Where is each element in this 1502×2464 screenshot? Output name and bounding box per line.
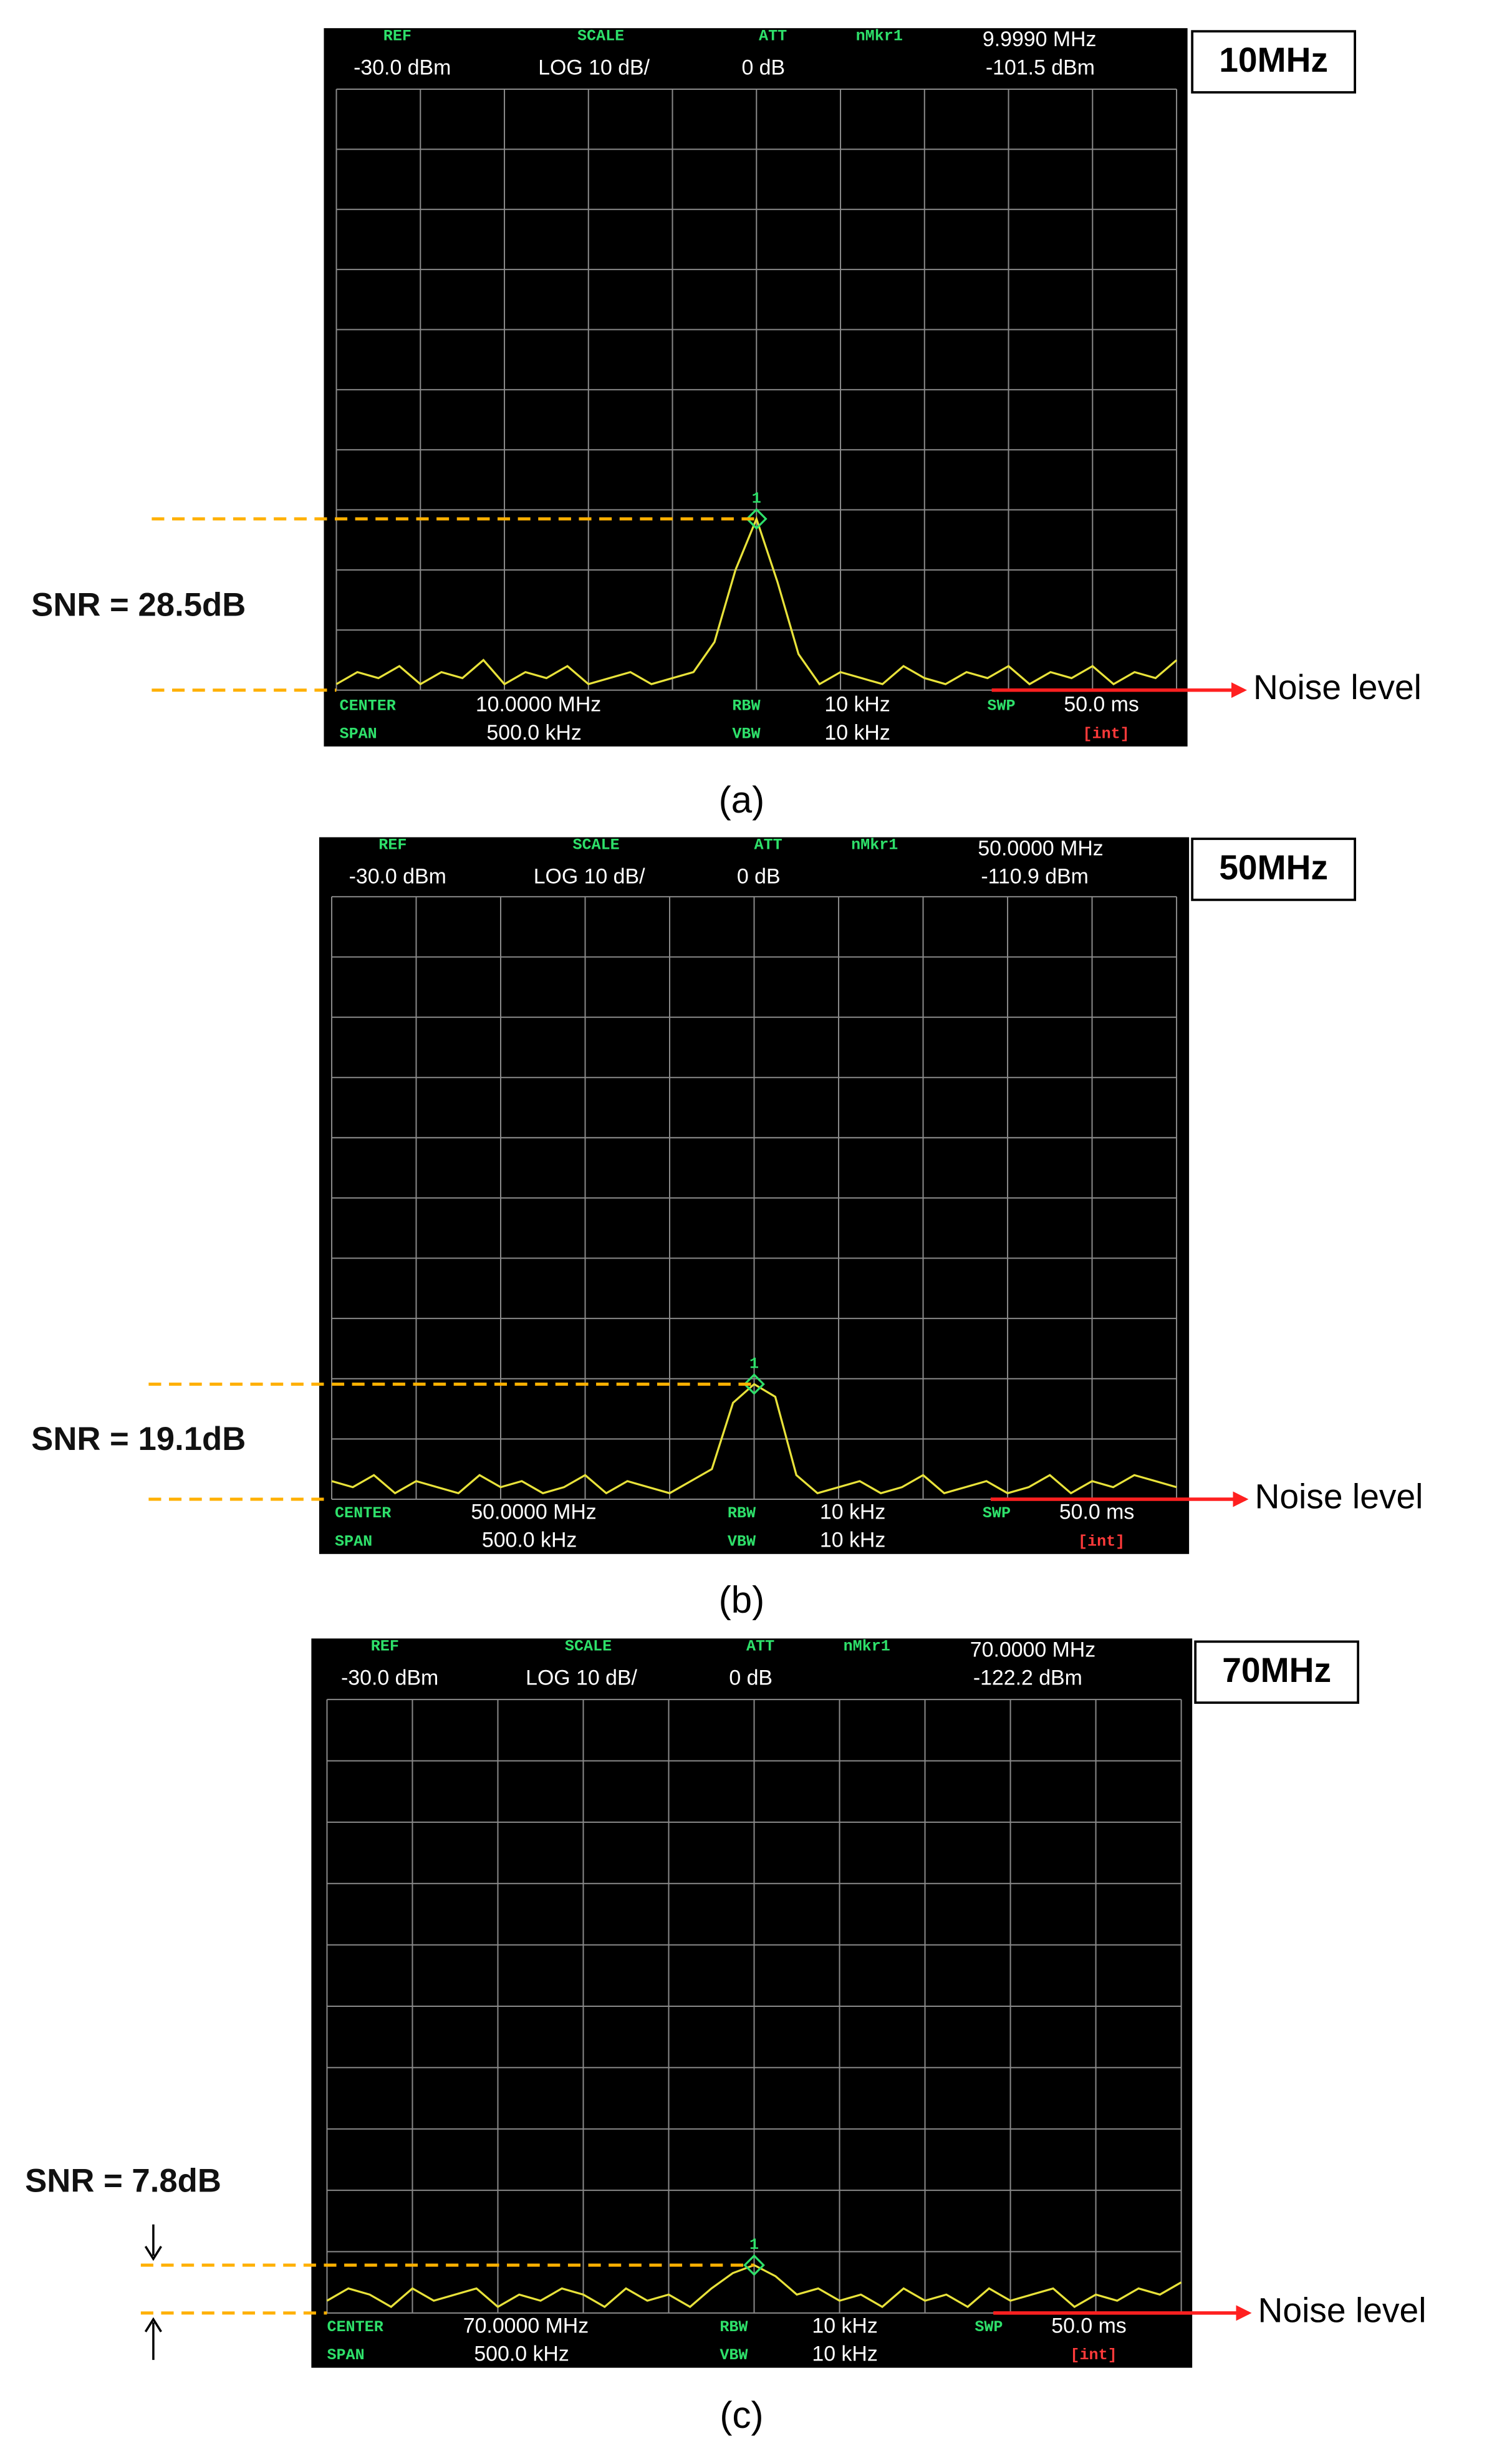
header-ref-value: -30.0 dBm: [354, 56, 451, 79]
snr-label: SNR = 19.1dB: [31, 1421, 246, 1457]
marker-number: 1: [749, 1355, 759, 1373]
frequency-label: 70MHz: [1222, 1651, 1331, 1689]
noise-label: Noise level: [1255, 1477, 1423, 1516]
panel-caption: (b): [719, 1578, 765, 1620]
header-scale-value: LOG 10 dB/: [534, 865, 645, 889]
header-ref-value: -30.0 dBm: [341, 1666, 438, 1690]
header-marker-freq: 70.0000 MHz: [970, 1638, 1095, 1661]
header-att-value: 0 dB: [737, 865, 781, 889]
snr-arrow-down: [144, 2224, 162, 2261]
header-marker-freq: 50.0000 MHz: [978, 837, 1103, 861]
footer-span-label: SPAN: [340, 725, 377, 743]
header-att-value: 0 dB: [729, 1666, 773, 1690]
header-marker-label: nMkr1: [856, 27, 903, 45]
footer-int-label: [int]: [1083, 725, 1130, 743]
header-marker-level: -110.9 dBm: [981, 865, 1089, 889]
header-marker-label: nMkr1: [844, 1637, 890, 1655]
marker-number: 1: [749, 2236, 759, 2254]
header-scale-value: LOG 10 dB/: [538, 56, 650, 79]
snr-arrow-up: [144, 2317, 162, 2360]
footer-rbw-value: 10 kHz: [824, 693, 890, 717]
panel: REF -30.0 dBm SCALE LOG 10 dB/ATT 0 dB nMkr1 9…: [31, 27, 1422, 821]
frequency-label: 50MHz: [1219, 848, 1328, 887]
footer-swp-label: SWP: [983, 1504, 1011, 1522]
analyzer-screen: [311, 1638, 1193, 2368]
panel: REF -30.0 dBm SCALE LOG 10 dB/ATT 0 dB nMkr1 7…: [25, 1637, 1426, 2435]
panel: REF -30.0 dBm SCALE LOG 10 dB/ATT 0 dB nMkr1 5…: [31, 836, 1423, 1621]
header-att-label: ATT: [759, 27, 787, 45]
frequency-box: [1191, 838, 1356, 901]
footer-rbw-label: RBW: [732, 697, 761, 715]
noise-label: Noise level: [1258, 2291, 1427, 2329]
trace: [335, 516, 1178, 686]
frequency-label: 10MHz: [1219, 41, 1328, 79]
footer-vbw-value: 10 kHz: [820, 1529, 885, 1552]
snr-label: SNR = 7.8dB: [25, 2162, 221, 2199]
footer-swp-label: SWP: [975, 2318, 1003, 2336]
footer-rbw-value: 10 kHz: [820, 1500, 885, 1524]
footer-center-value: 10.0000 MHz: [476, 693, 601, 717]
footer-swp-label: SWP: [987, 697, 1015, 715]
footer-span-value: 500.0 kHz: [482, 1529, 577, 1552]
footer-span-value: 500.0 kHz: [486, 721, 581, 745]
frequency-box: [1191, 30, 1356, 94]
trace: [331, 1383, 1177, 1495]
frequency-box: [1194, 1640, 1360, 1704]
footer-swp-value: 50.0 ms: [1059, 1500, 1134, 1524]
footer-rbw-label: RBW: [728, 1504, 756, 1522]
footer-vbw-label: VBW: [728, 1532, 756, 1550]
header-att-label: ATT: [746, 1637, 774, 1655]
header-scale-label: SCALE: [577, 27, 624, 45]
footer-int-label: [int]: [1070, 2346, 1117, 2364]
header-ref-label: REF: [383, 27, 412, 45]
header-att-value: 0 dB: [741, 56, 785, 79]
snr-label: SNR = 28.5dB: [31, 587, 246, 624]
footer-vbw-label: VBW: [732, 725, 761, 743]
footer-rbw-value: 10 kHz: [812, 2314, 877, 2337]
footer-center-label: CENTER: [327, 2318, 383, 2336]
footer-swp-value: 50.0 ms: [1051, 2314, 1126, 2337]
footer-center-value: 50.0000 MHz: [471, 1500, 596, 1524]
marker-number: 1: [752, 490, 761, 508]
header-marker-label: nMkr1: [851, 836, 898, 854]
panel-caption: (c): [720, 2394, 763, 2436]
header-marker-level: -101.5 dBm: [986, 56, 1095, 79]
header-ref-label: REF: [371, 1637, 399, 1655]
analyzer-screen: [324, 28, 1188, 746]
header-scale-value: LOG 10 dB/: [526, 1666, 637, 1690]
footer-swp-value: 50.0 ms: [1064, 693, 1139, 717]
footer-vbw-value: 10 kHz: [812, 2342, 877, 2366]
header-att-label: ATT: [754, 836, 782, 854]
header-scale-label: SCALE: [565, 1637, 612, 1655]
footer-center-label: CENTER: [340, 697, 397, 715]
header-scale-label: SCALE: [572, 836, 619, 854]
footer-span-value: 500.0 kHz: [474, 2342, 569, 2366]
footer-center-label: CENTER: [335, 1504, 392, 1522]
footer-span-label: SPAN: [327, 2346, 364, 2364]
footer-rbw-label: RBW: [720, 2318, 748, 2336]
header-marker-level: -122.2 dBm: [973, 1666, 1082, 1690]
peak-marker: [745, 508, 768, 530]
noise-label: Noise level: [1253, 668, 1422, 707]
footer-vbw-label: VBW: [720, 2346, 748, 2364]
peak-marker: [743, 2254, 765, 2276]
footer-span-label: SPAN: [335, 1532, 372, 1550]
footer-center-value: 70.0000 MHz: [463, 2314, 589, 2337]
peak-marker: [743, 1373, 765, 1395]
footer-vbw-value: 10 kHz: [824, 721, 890, 745]
header-ref-value: -30.0 dBm: [349, 865, 446, 889]
header-ref-label: REF: [378, 836, 407, 854]
header-marker-freq: 9.9990 MHz: [983, 27, 1097, 51]
panel-caption: (a): [719, 778, 765, 821]
footer-int-label: [int]: [1078, 1532, 1125, 1550]
